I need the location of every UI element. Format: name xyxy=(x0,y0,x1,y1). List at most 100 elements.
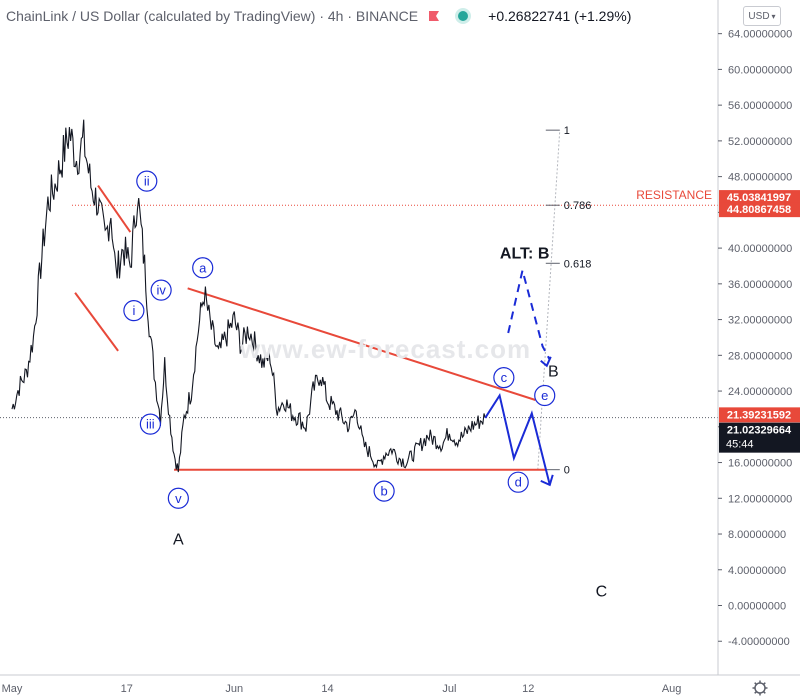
gear-icon[interactable] xyxy=(752,680,768,696)
wave-label-ii: ii xyxy=(136,170,158,192)
wave-label-circle xyxy=(150,279,172,301)
y-tick-label: 32.00000000 xyxy=(728,315,792,327)
y-tick-label: 8.00000000 xyxy=(728,529,786,541)
y-tick-label: 4.00000000 xyxy=(728,565,786,577)
wave-label-a: A xyxy=(173,531,184,548)
price-label: 44.80867458 xyxy=(719,202,800,218)
wave-label-text: v xyxy=(175,491,182,506)
projection-path-primary xyxy=(484,392,551,486)
y-tick-label: 28.00000000 xyxy=(728,350,792,362)
x-tick-label: 17 xyxy=(121,683,133,695)
fib-trend-line xyxy=(537,130,561,470)
x-tick-label: Jun xyxy=(225,683,243,695)
countdown-label: 45:44 xyxy=(726,439,754,451)
wave-label-iii: iii xyxy=(139,413,161,435)
wave-label-alt-b: ALT: B xyxy=(500,246,549,263)
projection-arrowhead xyxy=(540,474,554,487)
wave-label-v: v xyxy=(167,487,189,509)
y-tick-label: 0.00000000 xyxy=(728,601,786,613)
price-change: +0.26822741 (+1.29%) xyxy=(488,8,632,24)
gear-icon-tooth xyxy=(763,691,766,694)
y-tick-label: 60.00000000 xyxy=(728,64,792,76)
wave-label-circle xyxy=(534,384,556,407)
red-trendline xyxy=(74,292,119,352)
wave-label-e: e xyxy=(534,384,556,407)
price-label-text: 21.39231592 xyxy=(727,409,791,421)
wave-label-text: d xyxy=(515,475,522,490)
gear-icon-tooth xyxy=(763,682,766,685)
wave-label-circle xyxy=(373,480,395,502)
watermark: www.ew-forecast.com xyxy=(240,334,532,364)
x-tick-label: 14 xyxy=(321,683,333,695)
market-status-icon xyxy=(458,11,469,21)
y-tick-label: -4.00000000 xyxy=(728,636,790,648)
currency-label: USD xyxy=(748,10,770,22)
wave-label-text: e xyxy=(541,388,548,403)
price-label: 21.39231592 xyxy=(719,407,800,423)
price-label-box xyxy=(719,422,800,453)
symbol-title[interactable]: ChainLink / US Dollar (calculated by Tra… xyxy=(6,8,419,24)
wave-label-text: a xyxy=(199,260,207,275)
wave-label-d: d xyxy=(507,471,529,493)
resistance-label: RESISTANCE xyxy=(636,188,712,202)
wave-label-circle xyxy=(123,300,145,322)
wave-label-circle xyxy=(136,170,158,192)
fib-level-label: 0.786 xyxy=(564,200,592,212)
projection-path-alternate xyxy=(507,270,551,361)
y-tick-label: 52.00000000 xyxy=(728,136,792,148)
wave-label-text: ii xyxy=(144,174,150,189)
wave-label-circle xyxy=(167,487,189,509)
projection-arrowhead-alternate xyxy=(540,356,552,368)
x-tick-label: Aug xyxy=(662,683,682,695)
wave-label-iv: iv xyxy=(150,279,172,301)
price-label-text: 44.80867458 xyxy=(727,204,791,216)
price-label-text: 45.03841997 xyxy=(727,192,791,204)
price-label-box xyxy=(719,190,800,206)
wave-label-c: c xyxy=(493,367,515,389)
wave-label-b: B xyxy=(548,364,559,381)
y-tick-label: 12.00000000 xyxy=(728,493,792,505)
y-tick-label: 40.00000000 xyxy=(728,243,792,255)
gear-icon-ring xyxy=(754,682,766,694)
y-tick-label: 36.00000000 xyxy=(728,279,792,291)
wave-label-circle xyxy=(507,471,529,493)
chart-header: ChainLink / US Dollar (calculated by Tra… xyxy=(6,6,631,26)
wave-label-text: iii xyxy=(146,417,155,432)
red-trendline xyxy=(187,287,536,401)
wave-label-circle xyxy=(139,413,161,435)
price-label-box xyxy=(719,202,800,218)
price-label: 21.02329664 45:44 xyxy=(719,422,800,453)
wave-label-text: i xyxy=(132,303,135,318)
wave-label-text: b xyxy=(381,484,388,499)
wave-label-circle xyxy=(192,257,214,279)
price-series-line xyxy=(11,119,486,473)
fib-level-label: 1 xyxy=(564,125,570,137)
wave-label-text: c xyxy=(501,370,508,385)
wave-label-c: C xyxy=(596,583,608,600)
y-tick-label: 64.00000000 xyxy=(728,29,792,41)
fib-level-label: 0.618 xyxy=(564,258,592,270)
red-trendline xyxy=(97,184,132,233)
gear-icon-tooth xyxy=(754,682,757,685)
price-label-text: 21.02329664 xyxy=(727,425,792,437)
currency-selector[interactable]: USD ▾ xyxy=(743,6,781,26)
wave-label-i: i xyxy=(123,300,145,322)
y-tick-label: 48.00000000 xyxy=(728,172,792,184)
gear-icon-tooth xyxy=(754,691,757,694)
y-tick-label: 16.00000000 xyxy=(728,458,792,470)
x-tick-label: 12 xyxy=(522,683,534,695)
wave-label-b: b xyxy=(373,480,395,502)
fib-level-label: 0 xyxy=(564,465,570,477)
flag-icon[interactable] xyxy=(428,10,440,22)
y-tick-label: 56.00000000 xyxy=(728,100,792,112)
price-label: 45.03841997 xyxy=(719,190,800,206)
x-tick-label: May xyxy=(2,683,23,695)
price-label-box xyxy=(719,407,800,423)
wave-label-circle xyxy=(493,367,515,389)
y-tick-label: 24.00000000 xyxy=(728,386,792,398)
chevron-down-icon: ▾ xyxy=(771,11,776,21)
x-tick-label: Jul xyxy=(442,683,456,695)
wave-label-a: a xyxy=(192,257,214,279)
